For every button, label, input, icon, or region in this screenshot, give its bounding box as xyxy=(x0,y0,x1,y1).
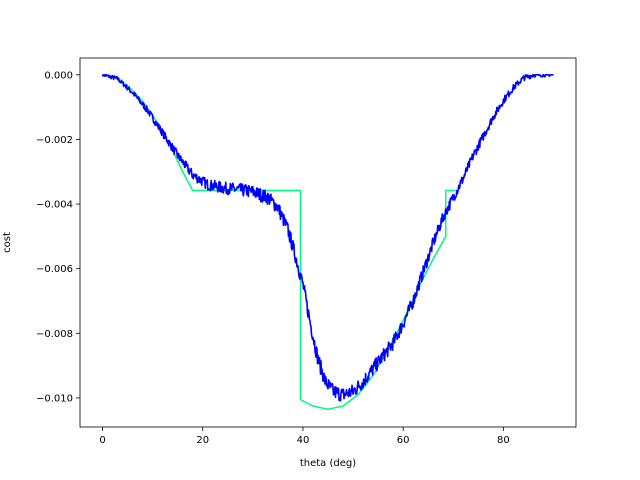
x-tick-label: 0 xyxy=(99,435,105,446)
x-axis-label: theta (deg) xyxy=(300,458,356,469)
x-tick-label: 80 xyxy=(497,435,510,446)
x-tick-label: 40 xyxy=(297,435,310,446)
x-tick-label: 60 xyxy=(397,435,410,446)
series-layer xyxy=(101,74,554,410)
x-tick-label: 20 xyxy=(196,435,209,446)
plot-frame xyxy=(79,57,577,428)
y-axis-label: cost xyxy=(2,232,13,253)
y-tick-label: −0.004 xyxy=(36,200,73,211)
ticks-layer: 0 20 40 60 80 0.000 −0.002 −0.004 −0.006 −0.008 −0… xyxy=(36,70,510,446)
y-tick-label: 0.000 xyxy=(44,70,73,81)
y-tick-label: −0.002 xyxy=(36,135,73,146)
y-tick-label: −0.010 xyxy=(36,393,73,404)
y-tick-label: −0.006 xyxy=(36,264,73,275)
plot-area-background xyxy=(80,58,576,427)
series-line-2 xyxy=(101,74,554,402)
y-tick-label: −0.008 xyxy=(36,329,73,340)
